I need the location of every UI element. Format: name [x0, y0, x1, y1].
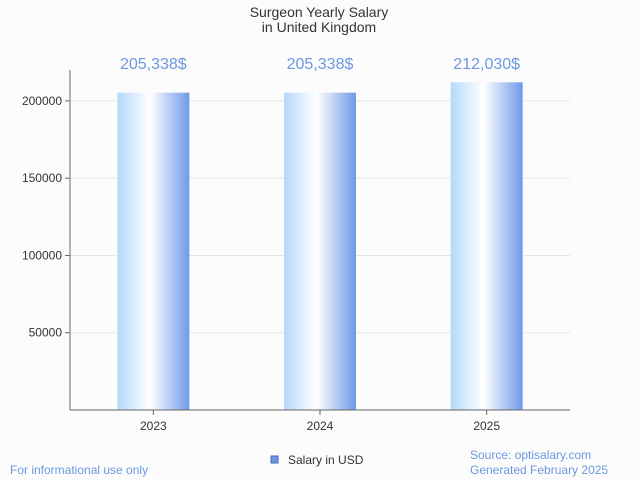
- source-block: Source: optisalary.com Generated Februar…: [470, 448, 608, 478]
- data-label-2025: 212,030$: [453, 56, 520, 73]
- axes: 50000 100000 150000 200000 2023 2024 2025: [22, 70, 570, 433]
- data-labels: 205,338$ 205,338$ 212,030$: [120, 56, 520, 73]
- y-tick-label: 100000: [22, 248, 62, 262]
- x-tick-label-2024: 2024: [307, 419, 334, 433]
- data-label-2023: 205,338$: [120, 56, 187, 73]
- chart-title-line-1: Surgeon Yearly Salary: [250, 4, 389, 20]
- bar-2024: [284, 92, 356, 410]
- legend-swatch: [270, 455, 279, 464]
- bar-2025: [450, 82, 523, 411]
- y-tick-label: 50000: [29, 326, 63, 340]
- legend-label: Salary in USD: [288, 453, 364, 467]
- y-tick-label: 150000: [22, 171, 62, 185]
- generated-date: Generated February 2025: [470, 463, 609, 477]
- informational-note: For informational use only: [10, 463, 149, 477]
- data-label-2024: 205,338$: [287, 56, 354, 73]
- source-link[interactable]: Source: optisalary.com: [470, 448, 592, 462]
- legend: Salary in USD: [270, 453, 364, 467]
- x-tick-label-2023: 2023: [140, 419, 167, 433]
- x-tick-label-2025: 2025: [473, 419, 500, 433]
- bar-2023: [117, 92, 190, 410]
- y-tick-label: 200000: [22, 94, 62, 108]
- bars: [117, 82, 523, 411]
- chart-title-line-2: in United Kingdom: [262, 19, 376, 35]
